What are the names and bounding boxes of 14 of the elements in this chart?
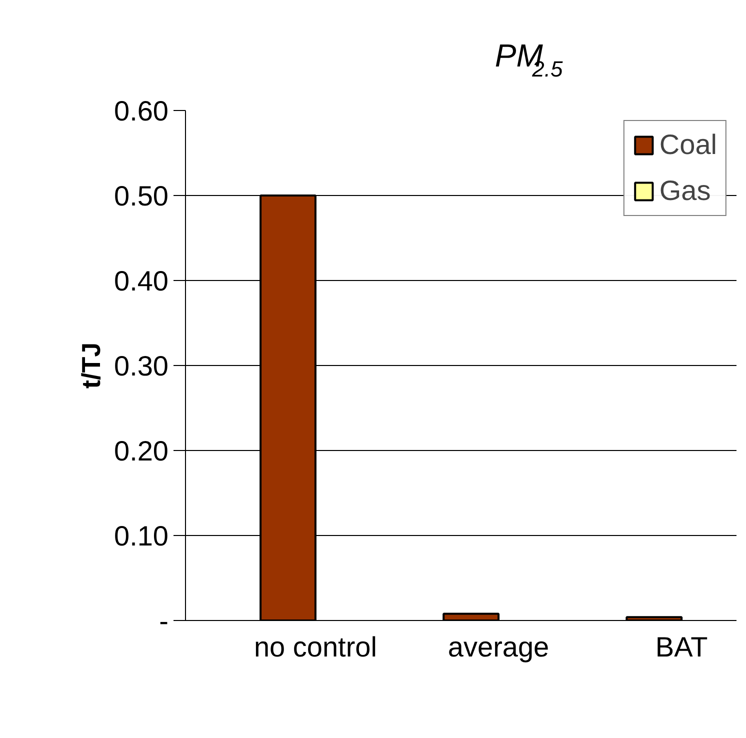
- y-tick-label: 0.30: [114, 350, 169, 382]
- y-tick-label: 0.60: [114, 96, 169, 126]
- chart-title: PM2.5: [494, 38, 564, 82]
- x-tick-label: average: [448, 632, 550, 662]
- legend-label: Coal: [659, 129, 717, 161]
- x-tick-label: no control: [254, 632, 377, 662]
- x-tick-label: BAT: [655, 632, 708, 662]
- y-tick-label: -: [159, 606, 169, 636]
- legend-label: Gas: [659, 175, 711, 207]
- y-tick-label: 0.10: [114, 520, 169, 552]
- y-tick-label: 0.40: [114, 266, 169, 296]
- y-axis-title: t/TJ: [76, 342, 106, 389]
- y-tick-label: 0.20: [114, 436, 169, 466]
- y-tick-label: 0.50: [114, 180, 169, 212]
